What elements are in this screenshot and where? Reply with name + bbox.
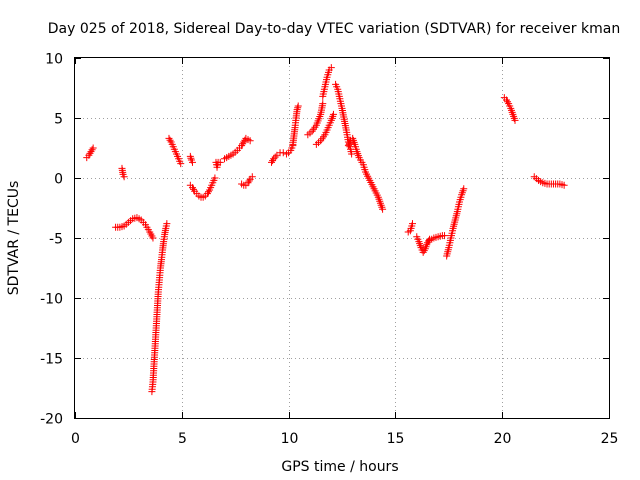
data-point [294, 104, 302, 112]
data-point [85, 151, 93, 159]
data-point [203, 190, 211, 198]
data-point [186, 152, 194, 160]
data-point [120, 173, 128, 181]
data-point [294, 102, 302, 110]
data-point [205, 188, 212, 196]
data-point [293, 106, 301, 114]
data-point [348, 150, 356, 158]
data-segment-seg-21 [443, 185, 468, 260]
data-point [86, 149, 94, 157]
data-point [511, 116, 519, 124]
data-point [216, 158, 224, 166]
data-point [166, 136, 174, 144]
data-point [241, 136, 249, 144]
data-segment-seg-23 [530, 173, 568, 189]
data-point [240, 138, 248, 146]
data-segment-seg-08 [212, 158, 224, 171]
plot-frame [74, 57, 610, 419]
data-point [188, 184, 196, 192]
y-tick-label: -20 [40, 412, 63, 428]
data-point [238, 142, 246, 150]
data-segment-seg-15 [319, 64, 335, 100]
data-point [460, 185, 468, 193]
data-segment-seg-09 [221, 134, 254, 163]
data-segment-seg-07 [186, 174, 219, 201]
data-point [502, 96, 510, 104]
data-segment-seg-10 [238, 173, 256, 189]
data-segment-seg-18 [404, 220, 416, 236]
data-point [88, 146, 96, 154]
x-tick-label: 5 [178, 431, 187, 447]
data-point [560, 181, 568, 189]
y-tick-label: 10 [45, 52, 63, 68]
data-point [188, 158, 196, 166]
y-tick-label: 5 [54, 112, 63, 128]
data-segment-seg-14 [312, 110, 337, 148]
data-point [163, 220, 171, 228]
data-segment-seg-04 [148, 220, 171, 396]
x-tick-label: 20 [494, 431, 512, 447]
data-point [271, 153, 279, 161]
x-tick-labels: 0 5 10 15 20 25 [71, 431, 618, 447]
data-segment-seg-06 [186, 152, 196, 166]
data-point [329, 110, 337, 118]
data-point [89, 144, 97, 152]
data-point [379, 205, 387, 213]
data-segment-seg-16 [332, 80, 356, 158]
data-point [327, 64, 335, 72]
y-tick-label: -10 [40, 292, 63, 308]
data-point [419, 248, 427, 256]
data-segment-seg-11 [268, 142, 297, 166]
data-segment-seg-05 [165, 134, 185, 168]
data-point [441, 232, 449, 240]
data-segment-seg-20 [426, 232, 449, 244]
data-point [270, 155, 278, 163]
data-point [425, 237, 433, 245]
data-point [165, 134, 173, 142]
data-point [319, 100, 327, 108]
data-point [269, 157, 277, 165]
data-point [248, 173, 256, 181]
data-segment-seg-12 [289, 102, 302, 148]
data-segment-seg-02 [118, 164, 128, 181]
data-point [187, 154, 195, 162]
data-point [239, 140, 247, 148]
data-segment-seg-03 [112, 214, 157, 242]
data-segment-seg-13 [304, 100, 327, 139]
data-point [177, 160, 185, 168]
y-tick-label: -5 [49, 232, 63, 248]
data-point [408, 220, 416, 228]
y-tick-labels: -20 -15 -10 -5 0 5 10 [40, 52, 63, 428]
data-point [244, 179, 252, 187]
y-tick-label: -15 [40, 352, 63, 368]
data-point [211, 174, 219, 182]
data-point [87, 148, 95, 156]
data-point [420, 247, 428, 255]
data-segment-seg-22 [500, 94, 519, 124]
y-axis-label: SDTVAR / TECUs [6, 181, 22, 296]
x-tick-label: 25 [601, 431, 619, 447]
data-point [149, 234, 157, 242]
data-segment-seg-19 [413, 233, 434, 256]
data-point [268, 158, 276, 166]
x-tick-label: 10 [281, 431, 299, 447]
x-tick-label: 15 [387, 431, 405, 447]
chart-title: Day 025 of 2018, Sidereal Day-to-day VTE… [48, 21, 620, 37]
data-points [83, 64, 568, 396]
x-tick-label: 0 [71, 431, 80, 447]
data-segment-seg-01 [83, 144, 97, 162]
data-point [246, 137, 254, 145]
data-point [190, 185, 198, 193]
data-point [504, 98, 512, 106]
data-point [245, 177, 253, 185]
y-tick-label: 0 [54, 172, 63, 188]
data-segment-seg-17 [344, 134, 387, 213]
x-axis-label: GPS time / hours [281, 459, 398, 475]
